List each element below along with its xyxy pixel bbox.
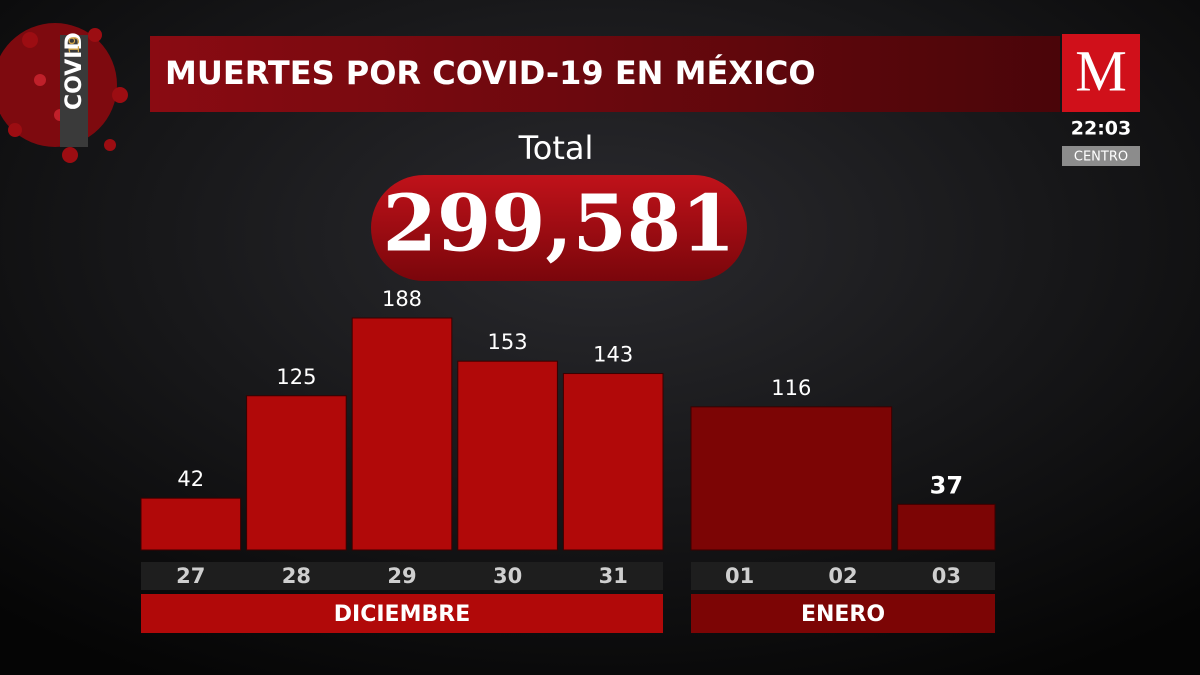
clock: 22:03 [1071, 118, 1131, 140]
x-tick-label: 29 [387, 564, 416, 588]
total-value: 299,581 [383, 179, 736, 270]
logo: M [1075, 38, 1127, 103]
covid-badge-number: 19 [67, 36, 83, 54]
covid-badge-text: COVID [62, 32, 87, 110]
x-tick-label: 01 [725, 564, 754, 588]
value-label: 143 [593, 343, 633, 367]
month-bar [141, 594, 663, 633]
bar [351, 317, 453, 551]
covid-badge [60, 35, 88, 147]
day-strip [141, 562, 663, 590]
day-strip [691, 562, 995, 590]
title-bar [150, 36, 1060, 112]
x-tick-label: 31 [599, 564, 628, 588]
zone-box [1062, 146, 1140, 166]
value-label: 116 [771, 376, 811, 400]
x-tick-label: 28 [282, 564, 311, 588]
x-tick-label: 03 [932, 564, 961, 588]
x-tick-label: 30 [493, 564, 522, 588]
value-label: 37 [930, 471, 963, 499]
bar [897, 503, 996, 551]
bar [690, 406, 893, 551]
x-tick-label: 02 [828, 564, 857, 588]
month-label: DICIEMBRE [334, 602, 470, 627]
logo-box [1062, 34, 1140, 112]
bar [562, 373, 664, 551]
month-label: ENERO [801, 602, 885, 627]
bar [246, 395, 347, 551]
value-label: 125 [276, 365, 316, 389]
total-label: Total [518, 129, 594, 167]
value-label: 42 [177, 467, 204, 491]
total-pill [371, 175, 747, 281]
bar [140, 497, 242, 551]
chart-title: MUERTES POR COVID-19 EN MÉXICO [165, 54, 816, 92]
bar [457, 360, 558, 551]
x-tick-label: 27 [176, 564, 205, 588]
value-label: 188 [382, 287, 422, 311]
zone: CENTRO [1074, 150, 1128, 165]
value-label: 153 [488, 330, 528, 354]
month-bar [691, 594, 995, 633]
